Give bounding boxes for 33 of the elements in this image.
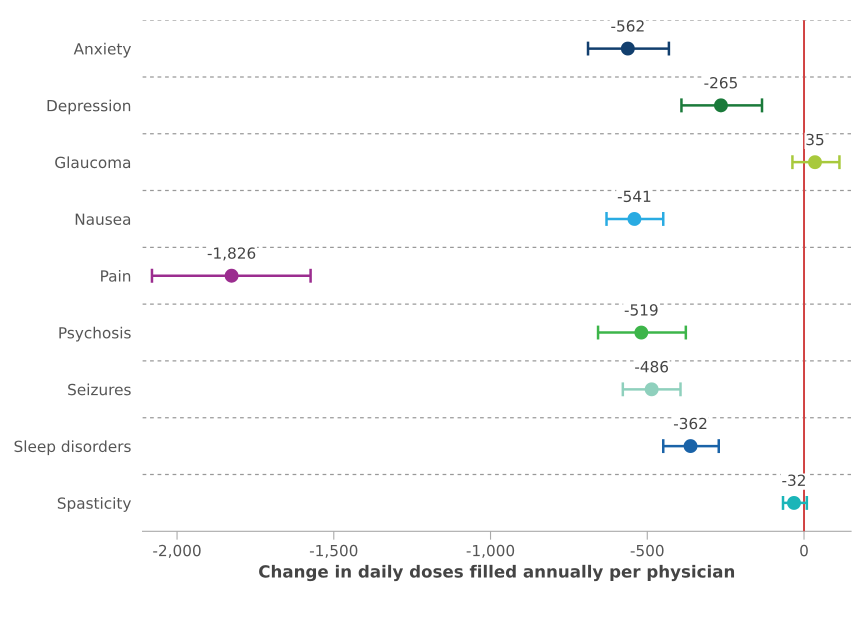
data-label: -486 [635,360,668,372]
point [224,268,239,283]
y-tick-label: Depression [48,100,130,114]
x-tick-label: -1,000 [466,544,514,558]
point [714,98,728,112]
data-label: -519 [624,304,658,316]
data-label: -562 [611,20,644,32]
x-tick-label: -1,500 [310,544,358,558]
data-label: -1,826 [208,247,256,260]
y-tick-label: Anxiety [74,42,131,58]
y-tick-label: Spasticity [58,497,131,512]
x-tick-label: -500 [630,544,664,556]
point [808,155,822,170]
point [644,382,659,396]
data-label: -32 [782,474,805,486]
point [627,212,642,226]
y-tick-label: Pain [101,270,130,282]
x-tick-label: -2,000 [153,544,201,558]
data-label: -362 [674,418,706,430]
point [620,42,635,56]
x-axis-title: Change in daily doses filled annually per physician [259,564,734,582]
x-tick-label: 0 [800,544,808,556]
point [684,439,698,454]
y-tick-label: Nausea [76,214,130,225]
point [634,326,648,340]
y-tick-label: Glaucoma [55,156,130,168]
data-label: -265 [704,76,737,89]
y-tick-label: Sleep disorders [14,440,131,456]
y-tick-label: Psychosis [59,326,131,342]
data-label: 35 [806,134,824,146]
y-tick-label: Seizures [68,384,131,396]
data-label: -541 [618,190,650,202]
point [787,496,801,510]
